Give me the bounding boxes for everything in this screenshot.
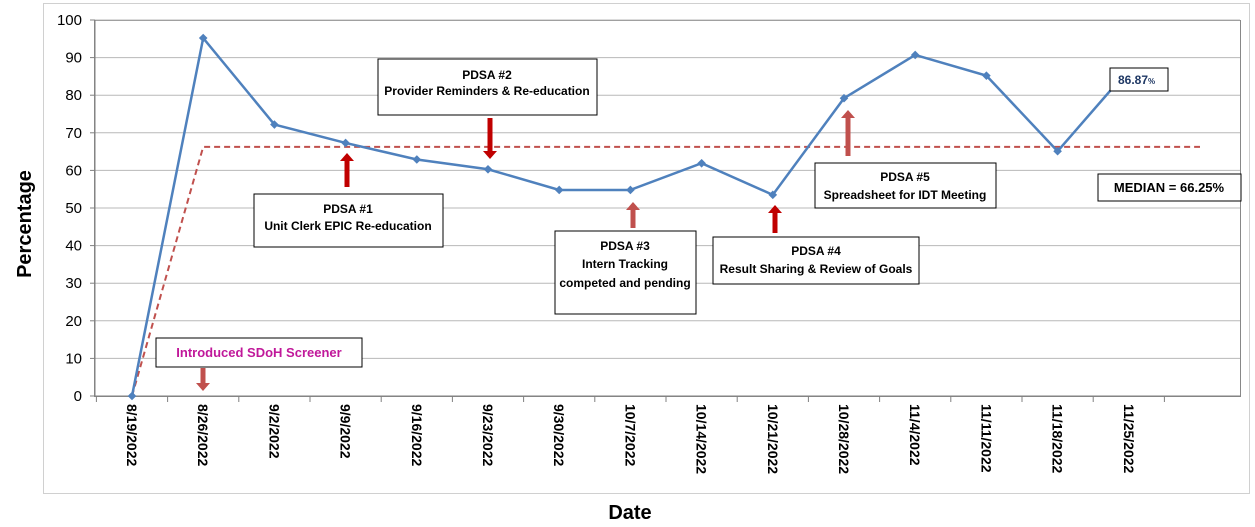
axes — [90, 19, 1240, 402]
pdsa3-annotation-box — [554, 230, 697, 315]
x-tick-label: 10/14/2022 — [694, 404, 710, 474]
pdsa3-arrow — [626, 202, 640, 228]
pdsa3-annotation-line: Intern Tracking — [582, 257, 668, 271]
last-point-unit: % — [1148, 77, 1155, 86]
x-tick-label: 9/2/2022 — [266, 404, 282, 459]
y-tick-label: 90 — [65, 50, 82, 67]
pdsa2-annotation-box — [377, 58, 598, 116]
data-point — [697, 158, 706, 168]
y-tick-label: 100 — [57, 12, 82, 29]
last-point-label-text: 86.87% — [1118, 73, 1155, 87]
median-label-text: MEDIAN = 66.25% — [1114, 180, 1225, 195]
x-tick-label: 10/7/2022 — [622, 404, 638, 466]
pdsa5-annotation-line: Spreadsheet for IDT Meeting — [824, 188, 987, 202]
last-point-label-box — [1109, 67, 1169, 92]
data-point — [910, 50, 920, 60]
y-tick-label: 50 — [65, 200, 82, 217]
sdoh-annotation: Introduced SDoH Screener — [155, 337, 363, 368]
pdsa4-annotation-line: PDSA #4 — [791, 244, 841, 258]
y-tick-label: 80 — [65, 87, 82, 104]
sdoh-annotation-box — [155, 337, 363, 368]
last-point-label: 86.87% — [1109, 67, 1169, 92]
pdsa1-arrow — [340, 153, 354, 187]
y-tick-label: 40 — [65, 238, 82, 255]
median-label: MEDIAN = 66.25% — [1097, 173, 1242, 202]
data-point — [839, 93, 849, 103]
pdsa4-annotation-line: Result Sharing & Review of Goals — [720, 262, 913, 276]
y-tick-labels: 0 10 20 30 40 50 60 70 80 90 100 — [57, 12, 82, 405]
pdsa2-arrow — [483, 118, 497, 159]
sdoh-arrow — [196, 368, 210, 391]
x-tick-label: 8/26/2022 — [195, 404, 211, 466]
pdsa1-annotation-line: PDSA #1 — [323, 202, 373, 216]
pdsa1-annotation-line: Unit Clerk EPIC Re-education — [264, 219, 431, 233]
x-tick-label: 10/21/2022 — [765, 404, 781, 474]
data-point — [1053, 146, 1062, 156]
x-tick-label: 10/28/2022 — [836, 404, 852, 474]
x-tick-label: 11/11/2022 — [978, 404, 994, 473]
pdsa3-annotation: PDSA #3 Intern Tracking competed and pendi… — [554, 230, 697, 315]
annotations: Introduced SDoH Screener PDSA #1 Unit Cler… — [155, 58, 1242, 391]
sdoh-annotation-line: Introduced SDoH Screener — [176, 345, 341, 360]
data-point — [412, 155, 422, 164]
y-tick-label: 20 — [65, 313, 82, 330]
pdsa5-annotation-line: PDSA #5 — [880, 170, 930, 184]
median-line — [131, 145, 1200, 397]
pdsa4-annotation-box — [712, 236, 920, 285]
x-tick-label: 9/16/2022 — [409, 404, 425, 466]
series-group — [127, 33, 1130, 401]
y-tick-label: 70 — [65, 125, 82, 142]
pdsa3-annotation-line: PDSA #3 — [600, 239, 650, 253]
x-axis-title: Date — [608, 502, 651, 524]
y-axis-title: Percentage — [14, 170, 36, 278]
data-point — [198, 33, 208, 43]
pdsa5-arrow — [841, 110, 855, 156]
pdsa2-annotation-line: Provider Reminders & Re-education — [384, 84, 589, 98]
pdsa2-annotation-line: PDSA #2 — [462, 68, 512, 82]
data-point — [768, 190, 778, 200]
x-tick-label: 8/19/2022 — [124, 404, 140, 466]
x-tick-label: 9/30/2022 — [551, 404, 567, 466]
pdsa4-annotation: PDSA #4 Result Sharing & Review of Goals — [712, 236, 920, 285]
x-tick-label: 9/23/2022 — [480, 404, 496, 466]
x-tick-label: 11/18/2022 — [1050, 404, 1066, 474]
pdsa5-annotation: PDSA #5 Spreadsheet for IDT Meeting — [814, 162, 997, 209]
data-point — [626, 185, 635, 195]
median-label-box — [1097, 173, 1242, 202]
x-tick-labels: 8/19/2022 8/26/2022 9/2/2022 9/9/2022 9/16/2… — [124, 404, 1137, 474]
y-tick-label: 10 — [65, 350, 82, 367]
x-tick-label: 11/25/2022 — [1121, 404, 1137, 474]
data-point — [554, 185, 564, 195]
data-point — [270, 120, 279, 129]
pdsa1-annotation: PDSA #1 Unit Clerk EPIC Re-education — [253, 193, 444, 248]
pdsa3-annotation-line: competed and pending — [559, 276, 690, 290]
chart-frame — [43, 3, 1250, 494]
y-tick-label: 30 — [65, 275, 82, 292]
pdsa2-annotation: PDSA #2 Provider Reminders & Re-education — [377, 58, 598, 116]
y-tick-label: 60 — [65, 162, 82, 179]
pdsa5-annotation-box — [814, 162, 997, 209]
data-point — [483, 164, 493, 174]
pdsa4-arrow — [768, 205, 782, 233]
x-tick-label: 9/9/2022 — [338, 404, 354, 459]
median-group — [131, 145, 1200, 397]
pdsa1-annotation-box — [253, 193, 444, 248]
last-point-value: 86.87 — [1118, 73, 1148, 87]
x-tick-label: 11/4/2022 — [907, 404, 923, 466]
data-point — [127, 391, 137, 401]
data-point — [341, 138, 350, 148]
data-point — [982, 71, 991, 80]
y-tick-label: 0 — [74, 388, 82, 405]
